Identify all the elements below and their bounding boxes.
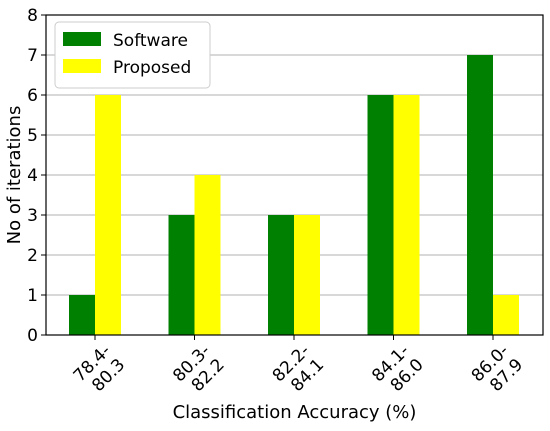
x-tick-label: 86.0-87.9 — [468, 341, 527, 396]
y-tick-label: 2 — [27, 246, 38, 266]
legend-label: Software — [113, 31, 188, 51]
legend-swatch — [63, 32, 101, 46]
legend-label: Proposed — [113, 58, 191, 78]
bar-software — [69, 295, 95, 335]
bar-proposed — [294, 215, 320, 335]
y-tick-label: 6 — [27, 86, 38, 106]
y-tick-label: 4 — [27, 166, 38, 186]
legend-swatch — [63, 59, 101, 73]
legend: Software Proposed — [54, 21, 211, 89]
bar-software — [268, 215, 294, 335]
x-axis-ticks: 78.4-80.3 80.3-82.2 82.2-84.1 84.1-86.0 86.0… — [70, 335, 527, 396]
y-tick-label: 1 — [27, 286, 38, 306]
bar-proposed — [393, 95, 420, 335]
bar-proposed — [194, 175, 221, 335]
x-tick-label: 82.2-84.1 — [269, 341, 328, 396]
bar-proposed — [95, 95, 121, 335]
x-tick-label: 84.1-86.0 — [368, 341, 427, 396]
bar-software — [168, 215, 195, 335]
bar-software — [467, 55, 493, 335]
bar-proposed — [493, 295, 519, 335]
y-tick-label: 3 — [27, 206, 38, 226]
y-tick-label: 0 — [27, 326, 38, 346]
y-axis-label: No of iterations — [4, 106, 25, 245]
x-axis-label: Classification Accuracy (%) — [173, 402, 417, 423]
x-tick-label: 78.4-80.3 — [70, 341, 129, 396]
y-axis-ticks: 0 1 2 3 4 5 6 7 8 — [27, 6, 46, 346]
bars — [69, 55, 519, 335]
y-tick-label: 5 — [27, 126, 38, 146]
x-tick-label: 80.3-82.2 — [169, 341, 228, 396]
bar-software — [367, 95, 394, 335]
y-tick-label: 8 — [27, 6, 38, 26]
y-tick-label: 7 — [27, 46, 38, 66]
